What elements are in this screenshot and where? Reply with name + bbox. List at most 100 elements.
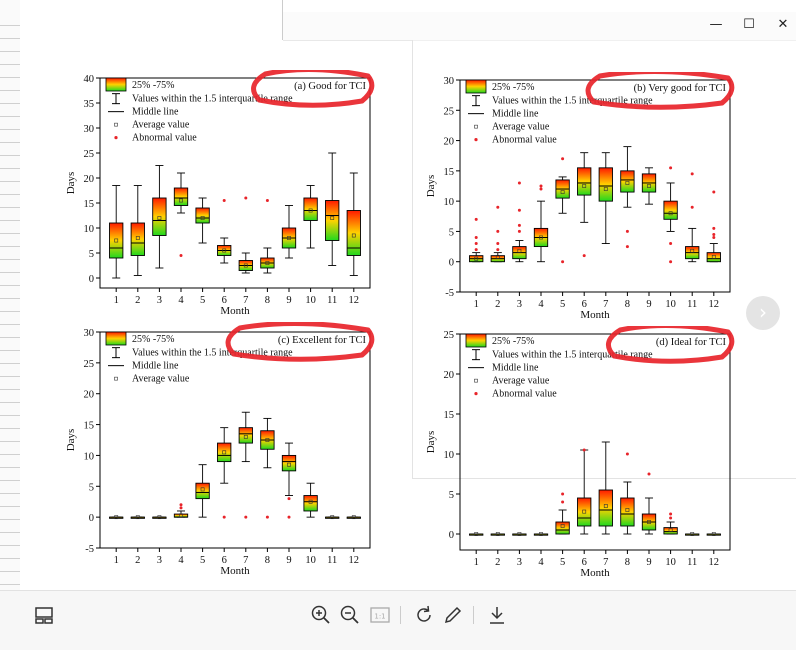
mean-marker bbox=[474, 532, 479, 536]
strip-line bbox=[0, 298, 20, 299]
strip-line bbox=[0, 350, 20, 351]
outlier-point bbox=[496, 229, 500, 233]
y-tick-label: 15 bbox=[444, 167, 455, 178]
zoom-in-icon[interactable] bbox=[309, 603, 333, 627]
legend-mean-label: Average value bbox=[132, 120, 190, 131]
pencil-icon[interactable] bbox=[441, 603, 465, 627]
mean-marker bbox=[539, 532, 543, 536]
legend-outlier-label: Abnormal value bbox=[492, 135, 557, 146]
outlier-point bbox=[647, 472, 651, 476]
box-month-11 bbox=[325, 515, 340, 520]
outlier-point bbox=[517, 181, 521, 185]
mean-marker bbox=[711, 532, 716, 536]
iqr-box bbox=[555, 521, 570, 535]
x-tick-label: 10 bbox=[305, 295, 316, 306]
outlier-point bbox=[561, 492, 565, 496]
red-annotation-circle bbox=[605, 326, 735, 364]
mean-marker bbox=[135, 515, 140, 520]
box-month-5 bbox=[195, 464, 210, 518]
x-tick-label: 1 bbox=[474, 557, 479, 568]
strip-line bbox=[0, 64, 20, 65]
box-month-4 bbox=[533, 184, 549, 263]
close-button[interactable]: ✕ bbox=[777, 17, 789, 32]
legend-box-label: 25% -75% bbox=[492, 336, 535, 347]
box-month-9 bbox=[641, 472, 657, 535]
x-tick-label: 10 bbox=[665, 299, 676, 310]
outlier-point bbox=[179, 506, 183, 510]
x-tick-label: 9 bbox=[646, 557, 651, 568]
y-tick-label: 10 bbox=[84, 224, 95, 235]
outlier-point bbox=[474, 235, 478, 239]
strip-line bbox=[0, 545, 20, 546]
strip-line bbox=[0, 207, 20, 208]
y-axis-label: Days bbox=[425, 431, 437, 454]
x-tick-label: 4 bbox=[538, 557, 544, 568]
strip-line bbox=[0, 506, 20, 507]
outlier-point bbox=[179, 503, 183, 507]
iqr-box bbox=[152, 197, 167, 236]
x-tick-label: 12 bbox=[709, 299, 720, 310]
download-icon[interactable] bbox=[485, 603, 509, 627]
outlier-point bbox=[669, 512, 673, 516]
y-tick-label: 5 bbox=[89, 482, 94, 493]
legend-outlier-label: Abnormal value bbox=[492, 389, 557, 400]
y-tick-label: 30 bbox=[84, 124, 95, 135]
outlier-point bbox=[625, 229, 629, 233]
strip-line bbox=[0, 584, 20, 585]
maximize-button[interactable]: ☐ bbox=[743, 17, 755, 32]
outlier-point bbox=[561, 260, 565, 264]
strip-line bbox=[0, 233, 20, 234]
x-tick-label: 6 bbox=[222, 295, 227, 306]
x-tick-label: 10 bbox=[305, 555, 316, 566]
strip-line bbox=[0, 532, 20, 533]
x-tick-label: 11 bbox=[327, 555, 337, 566]
chart-legend: 25% -75% Values within the 1.5 interquart… bbox=[465, 333, 653, 400]
x-tick-label: 1 bbox=[474, 299, 479, 310]
mean-marker bbox=[265, 438, 270, 442]
y-tick-label: 25 bbox=[84, 149, 95, 160]
mean-marker bbox=[690, 248, 695, 253]
mean-marker bbox=[517, 248, 522, 253]
box-month-8 bbox=[260, 417, 275, 519]
next-page-button[interactable]: › bbox=[746, 296, 780, 330]
box-month-3 bbox=[152, 515, 167, 520]
strip-line bbox=[0, 571, 20, 572]
legend-whisker-label: Values within the 1.5 interquartile rang… bbox=[492, 96, 653, 107]
minimize-button[interactable]: — bbox=[709, 17, 723, 32]
strip-line bbox=[0, 285, 20, 286]
outlier-point bbox=[561, 157, 565, 161]
legend-outlier-swatch bbox=[474, 392, 478, 396]
outlier-point bbox=[265, 199, 269, 202]
box-month-1 bbox=[109, 185, 124, 279]
outlier-point bbox=[690, 205, 694, 209]
outlier-point bbox=[474, 248, 478, 252]
actual-size-icon[interactable]: 1:1 bbox=[368, 603, 392, 627]
zoom-out-icon[interactable] bbox=[338, 603, 362, 627]
strip-line bbox=[0, 103, 20, 104]
y-tick-label: 25 bbox=[444, 330, 455, 341]
x-tick-label: 8 bbox=[265, 295, 270, 306]
strip-line bbox=[0, 77, 20, 78]
outlier-point bbox=[539, 187, 543, 191]
box-month-8 bbox=[260, 199, 275, 274]
x-tick-label: 8 bbox=[625, 299, 630, 310]
y-tick-label: 10 bbox=[84, 451, 95, 462]
left-panel-strip bbox=[0, 0, 21, 590]
box-month-7 bbox=[598, 152, 613, 244]
rotate-icon[interactable] bbox=[412, 603, 436, 627]
box-month-7 bbox=[598, 441, 613, 535]
outlier-point bbox=[625, 245, 629, 249]
y-axis-label: Days bbox=[65, 429, 77, 452]
outlier-point bbox=[539, 184, 543, 188]
outlier-point bbox=[222, 515, 226, 519]
mean-marker bbox=[114, 238, 119, 243]
actual-size-label: 1:1 bbox=[374, 613, 385, 621]
box-month-6 bbox=[217, 427, 232, 519]
layout-icon[interactable] bbox=[32, 603, 56, 627]
strip-line bbox=[0, 116, 20, 117]
x-tick-label: 8 bbox=[625, 557, 630, 568]
legend-median-label: Middle line bbox=[132, 361, 179, 372]
box-month-5 bbox=[555, 157, 570, 264]
